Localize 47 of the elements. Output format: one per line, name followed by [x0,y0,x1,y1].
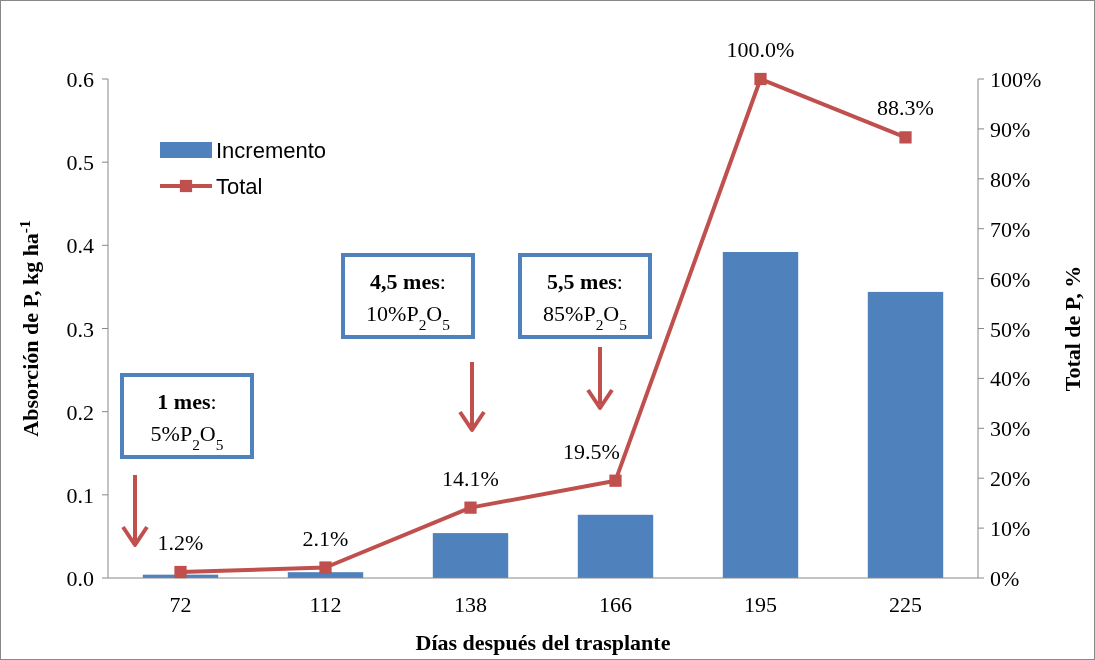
x-tick-label: 138 [454,592,487,617]
annotation: 4,5 mes: 10%P$_{2}$O$_{5}$ [366,269,451,333]
point [319,561,332,574]
bar [722,251,799,578]
bar [867,291,944,578]
point [609,474,622,487]
bar [432,533,509,578]
y2-tick-label: 100% [990,67,1042,92]
data-label: 88.3% [877,95,934,121]
x-tick-label: 166 [599,592,632,617]
y2-tick-label: 50% [990,316,1031,342]
point [899,131,912,144]
y2-tick-label: 90% [990,116,1031,142]
legend-label: Total [216,174,263,199]
point [174,565,187,579]
x-tick-label: 225 [889,592,922,617]
point [754,72,767,86]
y2-tick-label: 0% [990,566,1020,591]
x-tick-label: 195 [744,592,777,617]
y2-tick-label: 80% [990,166,1031,192]
y-tick-label: 0.2 [66,399,94,425]
x-tick-label: 112 [309,592,342,617]
y-tick-label: 0.6 [66,67,94,92]
bar [577,514,654,578]
y2-tick-label: 40% [990,366,1031,392]
point [464,501,477,514]
y2-tick-label: 60% [990,266,1031,292]
data-label: 14.1% [442,465,499,491]
annotation: 1 mes: 5%P$_{2}$O$_{5}$ [150,389,224,453]
data-label: 100.0% [726,37,795,62]
annotation: 5,5 mes: 85%P$_{2}$O$_{5}$ [543,269,628,333]
y-tick-label: 0.4 [66,233,94,259]
y2-axis-title: Total de P, % [1060,265,1085,392]
y-tick-label: 0.3 [66,316,94,342]
data-label: 1.2% [157,530,204,556]
legend-label: Incremento [216,138,327,163]
x-axis-title: Días después del trasplante [415,630,671,655]
y-tick-label: 0.1 [66,482,94,508]
x-tick-label: 72 [169,592,192,617]
y-tick-label: 0.0 [66,566,94,591]
y2-tick-label: 10% [990,516,1031,542]
y-tick-label: 0.5 [66,150,94,176]
y2-tick-label: 20% [990,466,1031,492]
data-label: 19.5% [563,438,620,464]
data-label: 2.1% [302,525,349,551]
y2-tick-label: 30% [990,416,1031,442]
y2-tick-label: 70% [990,216,1031,242]
